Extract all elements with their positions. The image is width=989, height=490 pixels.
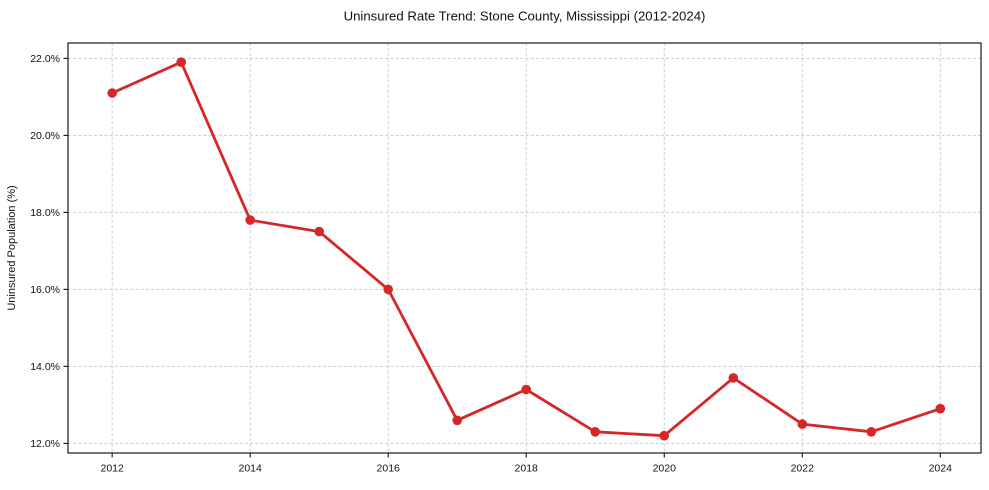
x-tick-label: 2018 [515, 463, 539, 475]
y-tick-label: 18.0% [30, 207, 60, 219]
plot-frame [67, 42, 982, 454]
data-points [107, 57, 946, 441]
data-point [245, 215, 255, 225]
x-tick-label: 2012 [100, 463, 124, 475]
data-point [383, 284, 394, 295]
chart-title: Uninsured Rate Trend: Stone County, Miss… [344, 9, 706, 24]
axis-ticks: 12.0% 14.0% 16.0% 18.0% 20.0% 22.0% 2012 2014 20… [30, 53, 952, 474]
y-tick-label: 16.0% [30, 284, 60, 296]
y-axis-label: Uninsured Population (%) [6, 185, 18, 310]
data-point [590, 427, 600, 437]
data-point [728, 373, 739, 383]
data-point [797, 419, 808, 429]
y-tick-label: 22.0% [30, 53, 60, 65]
data-point [521, 384, 531, 395]
x-tick-label: 2022 [791, 463, 815, 475]
data-point [935, 403, 946, 414]
y-tick-label: 20.0% [30, 130, 60, 142]
x-tick-label: 2014 [239, 463, 263, 475]
x-tick-label: 2016 [377, 463, 401, 475]
gridlines [68, 43, 981, 453]
data-point [107, 88, 117, 98]
x-tick-label: 2024 [929, 463, 953, 475]
data-point [452, 415, 463, 426]
data-point [659, 430, 669, 441]
y-tick-label: 12.0% [30, 438, 60, 450]
data-point [176, 57, 186, 67]
data-point [866, 427, 877, 437]
x-tick-label: 2020 [653, 463, 677, 475]
y-tick-label: 14.0% [30, 361, 60, 373]
data-point [314, 226, 325, 237]
